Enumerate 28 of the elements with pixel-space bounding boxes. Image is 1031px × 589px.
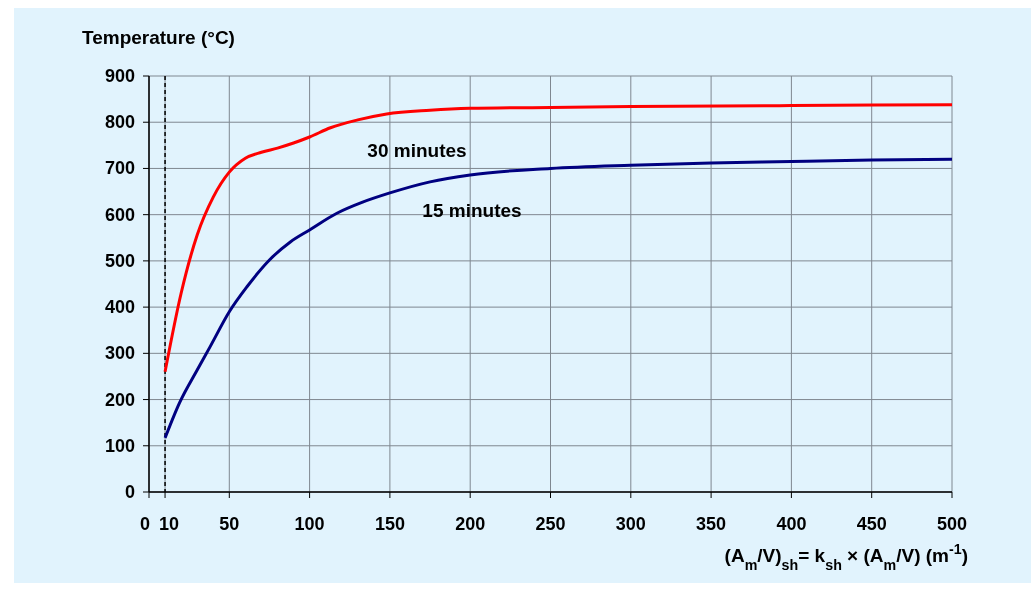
y-tick-label: 500 — [104, 250, 135, 271]
x-tick-label: 10 — [159, 514, 180, 534]
y-tick-label: 100 — [104, 435, 135, 456]
y-tick-label: 300 — [104, 343, 135, 364]
x-tick-label: 350 — [696, 514, 727, 534]
line-series — [163, 157, 954, 440]
y-tick-label: 0 — [124, 482, 135, 502]
x-tick-label: 450 — [856, 514, 887, 534]
x-tick-label: 250 — [535, 514, 566, 534]
x-tick-label: 0 — [139, 514, 151, 534]
text: (A$_{m}$/V)$_{sh}$= k$_{sh}$ × (A$_{m}$/V) (m$^{-1}$) — [724, 541, 968, 573]
annotation: 30 minutes — [367, 140, 467, 161]
x-tick-label: 100 — [294, 514, 325, 534]
x-tick-label: 50 — [219, 514, 240, 534]
line-series — [163, 103, 954, 374]
y-tick-label: 600 — [104, 204, 135, 225]
y-tick-label: 400 — [104, 297, 135, 318]
y-tick-label: 900 — [104, 66, 135, 86]
x-tick-label: 200 — [455, 514, 486, 534]
x-tick-label: 150 — [374, 514, 405, 534]
y-tick-label: 800 — [104, 112, 135, 133]
x-tick-label: 300 — [615, 514, 646, 534]
y-tick-label: 700 — [104, 158, 135, 179]
annotation: 15 minutes — [422, 200, 522, 221]
y-tick-label: 200 — [104, 389, 135, 410]
y-axis-title: Temperature (°C) — [82, 27, 235, 48]
x-tick-label: 400 — [776, 514, 807, 534]
x-tick-label: 500 — [936, 514, 968, 534]
